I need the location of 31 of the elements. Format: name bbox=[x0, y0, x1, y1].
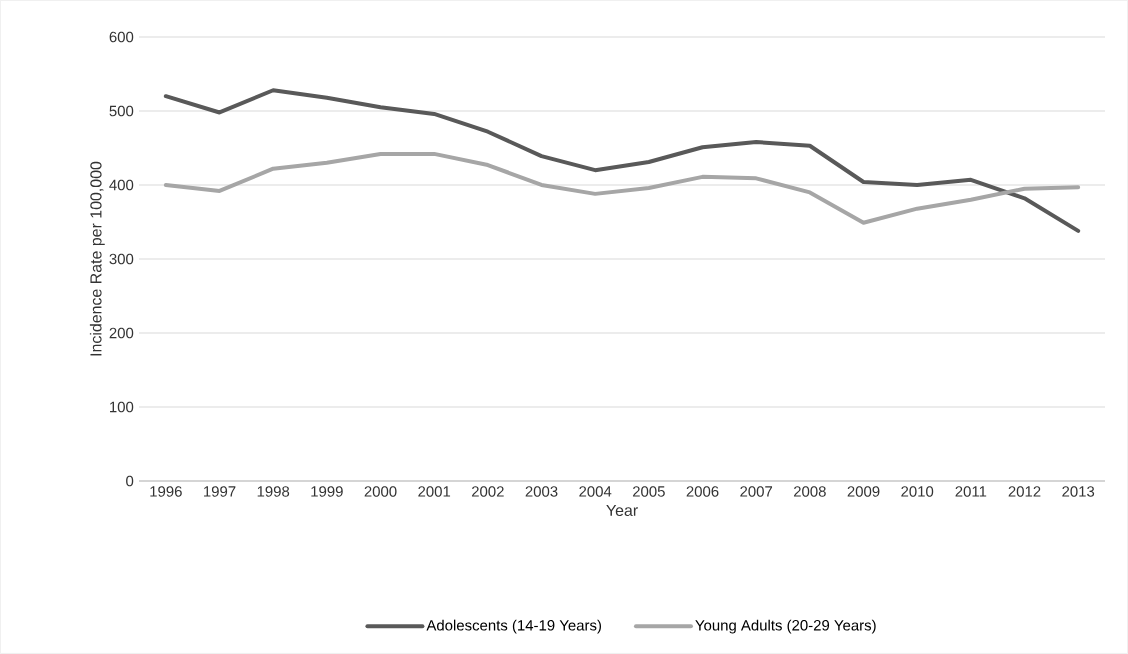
x-tick-label: 2006 bbox=[686, 486, 719, 497]
legend-label: Adolescents (14-19 Years) bbox=[426, 619, 601, 634]
x-tick-label: 2007 bbox=[740, 486, 773, 497]
x-tick-label: 2003 bbox=[525, 486, 558, 497]
y-tick-label: 100 bbox=[110, 401, 134, 413]
x-tick-label: 2013 bbox=[1062, 486, 1095, 497]
x-tick-label: 2001 bbox=[418, 486, 451, 497]
y-tick-label: 600 bbox=[109, 31, 134, 43]
x-axis-title: Year bbox=[606, 504, 638, 517]
x-tick-label: 1997 bbox=[204, 486, 236, 497]
x-tick-label: 2005 bbox=[632, 486, 665, 497]
x-tick-label: 1996 bbox=[150, 486, 182, 497]
x-tick-label: 2010 bbox=[901, 486, 934, 497]
x-tick-label: 2008 bbox=[793, 486, 826, 497]
x-tick-label: 2011 bbox=[955, 486, 987, 497]
x-tick-label: 2000 bbox=[364, 486, 397, 497]
x-tick-label: 1998 bbox=[257, 486, 290, 497]
y-tick-label: 0 bbox=[126, 475, 134, 487]
y-tick-label: 200 bbox=[109, 327, 134, 339]
y-tick-label: 400 bbox=[109, 179, 134, 191]
y-axis-title: Incidence Rate per 100,000 bbox=[89, 161, 105, 356]
x-tick-label: 1999 bbox=[311, 486, 343, 497]
x-tick-label: 2004 bbox=[579, 486, 612, 497]
y-tick-label: 500 bbox=[109, 105, 134, 117]
line-series bbox=[163, 151, 1081, 225]
x-tick-label: 2012 bbox=[1008, 486, 1041, 497]
x-tick-label: 2002 bbox=[471, 486, 504, 497]
x-tick-label: 2009 bbox=[847, 486, 880, 497]
y-tick-label: 300 bbox=[109, 253, 134, 265]
legend-label: Young Adults (20-29 Years) bbox=[695, 619, 876, 634]
line-series bbox=[163, 88, 1081, 233]
